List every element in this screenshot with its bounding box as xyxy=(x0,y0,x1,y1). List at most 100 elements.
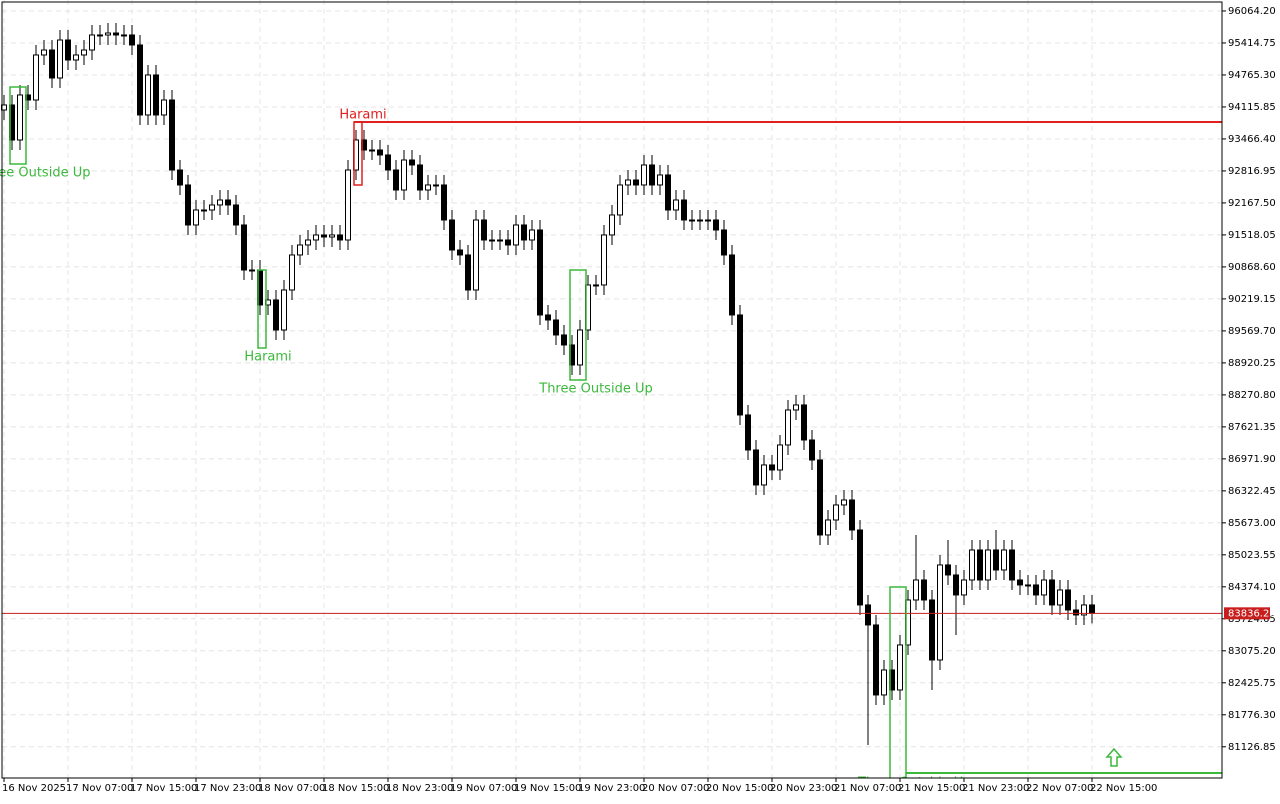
candle-body xyxy=(753,449,759,486)
candle-body xyxy=(953,574,959,596)
y-tick-label: 81776.30 xyxy=(1228,710,1276,721)
candle-body xyxy=(977,549,983,581)
plot-frame xyxy=(1,1,1223,779)
candle-body xyxy=(65,39,71,61)
candle-body xyxy=(713,219,719,231)
candle-body xyxy=(1049,579,1055,606)
candle-body xyxy=(1065,589,1071,611)
candle-body xyxy=(337,234,343,241)
x-tick-label: 17 Nov 15:00 xyxy=(130,783,197,794)
candle-body xyxy=(105,32,111,36)
x-tick-label: 21 Nov 15:00 xyxy=(898,783,965,794)
candle-body xyxy=(49,49,55,79)
grid xyxy=(2,0,1222,778)
candle-body xyxy=(649,164,655,186)
y-tick-label: 86971.90 xyxy=(1228,454,1276,465)
candle-body xyxy=(17,94,23,141)
y-tick-label: 84374.10 xyxy=(1228,582,1276,593)
x-tick-label: 18 Nov 23:00 xyxy=(386,783,453,794)
y-tick-label: 86322.45 xyxy=(1228,486,1276,497)
candle-body xyxy=(865,604,871,626)
candle-body xyxy=(937,564,943,661)
current-price-box xyxy=(1224,607,1270,620)
candle-body xyxy=(401,159,407,191)
candle-body xyxy=(609,214,615,236)
candle-body xyxy=(681,199,687,221)
candle-body xyxy=(273,299,279,331)
candle-body xyxy=(961,579,967,596)
candle-body xyxy=(497,239,503,242)
y-tick-label: 91518.05 xyxy=(1228,230,1276,241)
candle-body xyxy=(433,184,439,187)
candle-body xyxy=(521,224,527,241)
candle-body xyxy=(481,219,487,241)
candle-body xyxy=(185,184,191,226)
candle-body xyxy=(297,244,303,256)
candle-body xyxy=(129,34,135,46)
candle-body xyxy=(1073,609,1079,616)
y-tick-label: 90219.15 xyxy=(1228,294,1276,305)
candle-body xyxy=(345,169,351,241)
candle-body xyxy=(745,414,751,451)
candle-body xyxy=(1041,579,1047,596)
candle-body xyxy=(441,184,447,221)
candle-body xyxy=(161,99,167,116)
x-tick-label: 17 Nov 23:00 xyxy=(194,783,261,794)
pattern-label: Harami xyxy=(244,350,291,365)
candle-body xyxy=(673,199,679,211)
candle-body xyxy=(97,34,103,37)
candle-body xyxy=(137,44,143,116)
candle-body xyxy=(857,529,863,606)
current-price-label: 83836.28 xyxy=(1228,608,1276,619)
candle-body xyxy=(113,32,119,36)
candle-body xyxy=(417,164,423,191)
candle-body xyxy=(657,174,663,186)
candle-body xyxy=(593,284,599,287)
y-tick-label: 85023.55 xyxy=(1228,550,1276,561)
candle-body xyxy=(833,504,839,521)
candle-body xyxy=(969,549,975,581)
candle-body xyxy=(577,329,583,366)
pattern-label: Harami xyxy=(339,108,386,123)
candle-body xyxy=(617,184,623,216)
candle-body xyxy=(873,624,879,696)
candle-body xyxy=(193,209,199,226)
candle-body xyxy=(641,164,647,186)
candle-body xyxy=(1009,549,1015,581)
candle-body xyxy=(537,229,543,316)
y-tick-label: 83075.20 xyxy=(1228,646,1276,657)
x-tick-label: 21 Nov 07:00 xyxy=(834,783,901,794)
candle-body xyxy=(729,254,735,316)
candle-body xyxy=(817,459,823,536)
candle-body xyxy=(561,334,567,346)
x-tick-label: 20 Nov 15:00 xyxy=(706,783,773,794)
candle-body xyxy=(785,409,791,446)
axes: 96064.20 95414.75 94765.30 94115.85 93466.40… xyxy=(2,6,1276,794)
x-tick-label: 16 Nov 2025 xyxy=(2,783,66,794)
candle-body xyxy=(177,169,183,186)
candle-body xyxy=(81,49,87,56)
candle-body xyxy=(89,34,95,51)
candle-body xyxy=(777,444,783,471)
candle-body xyxy=(993,549,999,571)
candle-body xyxy=(121,34,127,37)
candle-body xyxy=(633,179,639,186)
x-tick-label: 19 Nov 07:00 xyxy=(450,783,517,794)
candle-body xyxy=(465,254,471,291)
y-tick-label: 92816.95 xyxy=(1228,166,1276,177)
x-tick-label: 20 Nov 07:00 xyxy=(642,783,709,794)
candle-body xyxy=(473,219,479,291)
candle-body xyxy=(57,39,63,79)
y-tick-label: 94115.85 xyxy=(1228,102,1276,113)
candle-body xyxy=(841,499,847,506)
candle-body xyxy=(425,184,431,191)
candle-body xyxy=(409,159,415,166)
candle-body xyxy=(1025,584,1031,587)
candle-body xyxy=(689,219,695,222)
candle-body xyxy=(249,269,255,272)
pattern-box xyxy=(569,269,587,381)
candle-body xyxy=(225,199,231,206)
candle-body xyxy=(721,229,727,256)
candle-body xyxy=(305,239,311,246)
